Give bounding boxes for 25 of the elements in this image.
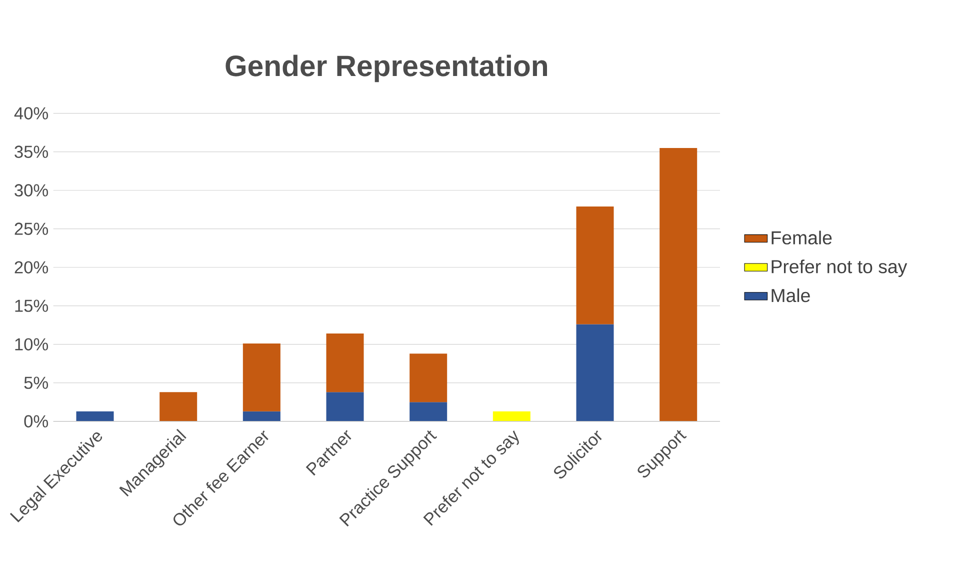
bar [242, 411, 280, 422]
bar [410, 353, 448, 402]
y-tick-label: 5% [24, 376, 48, 389]
bar [76, 411, 114, 422]
y-tick-label: 40% [14, 107, 48, 120]
y-tick-label: 15% [15, 300, 48, 312]
chart-title: Gender Representation [226, 54, 547, 82]
y-tick-label: 0% [24, 415, 48, 428]
bar [242, 343, 280, 412]
legend-label: Male [772, 288, 810, 302]
legend-label: Prefer not to say [772, 259, 908, 277]
bar [160, 392, 198, 422]
bar [326, 333, 364, 392]
y-tick-label: 20% [14, 261, 48, 274]
y-tick-label: 10% [15, 338, 48, 350]
y-tick-label: 30% [14, 184, 48, 196]
bar [576, 324, 614, 422]
y-tick-label: 35% [14, 146, 48, 158]
bar [326, 392, 364, 422]
legend-label: Female [772, 230, 832, 244]
bar [576, 206, 614, 324]
y-tick-label: 25% [14, 222, 48, 235]
bar [410, 402, 448, 422]
bar [492, 411, 530, 422]
bar [660, 148, 698, 422]
